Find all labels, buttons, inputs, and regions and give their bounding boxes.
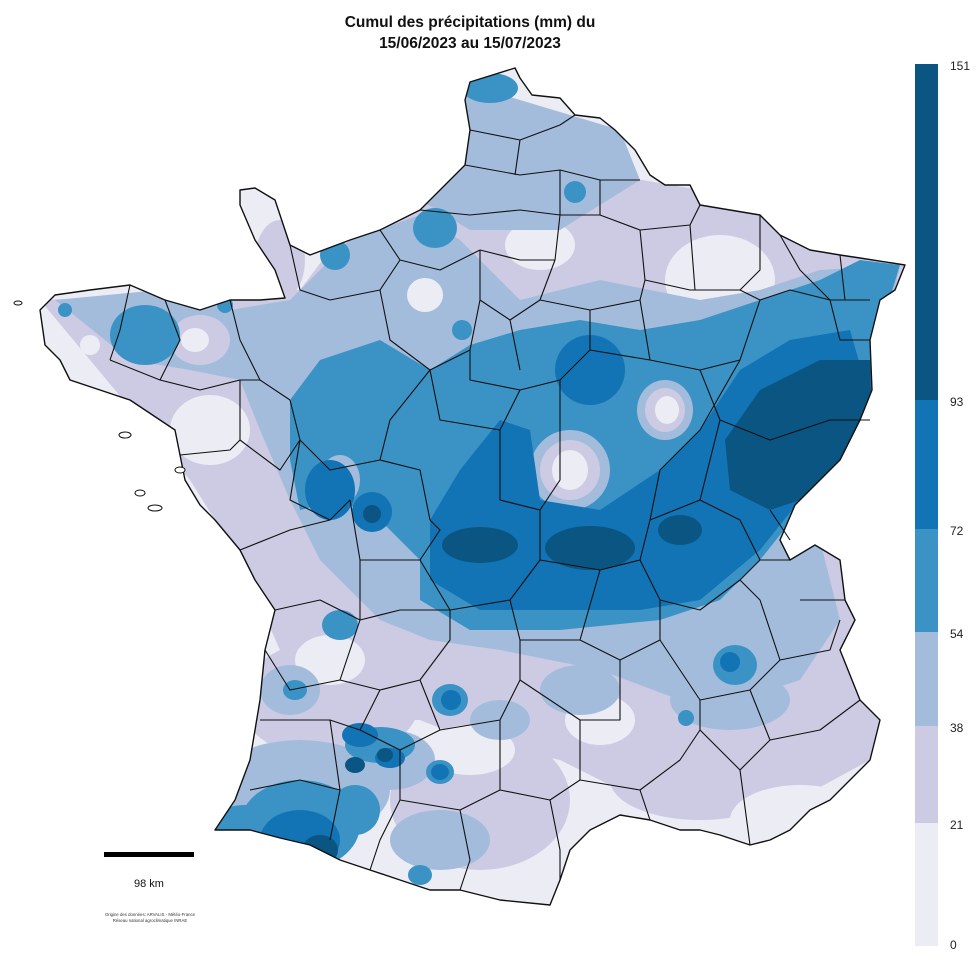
legend-class-38-54 (915, 632, 938, 726)
islands (13, 300, 186, 512)
source-line-1: Origine des données: ARVALIS - Météo-Fra… (104, 912, 196, 917)
scale-label: 98 km (134, 878, 164, 890)
legend-tick-38: 38 (950, 721, 964, 735)
scale-bar (104, 852, 194, 857)
contour-layer (40, 68, 905, 905)
map-title: Cumul des précipitations (mm) du 15/06/2… (0, 12, 940, 54)
color-legend (915, 64, 938, 946)
data-source: Origine des données: ARVALIS - Météo-Fra… (60, 912, 240, 924)
legend-tick-72: 72 (950, 524, 964, 538)
legend-tick-54: 54 (950, 627, 964, 641)
precipitation-map (13, 67, 906, 906)
department-borders (39, 67, 906, 906)
title-line-2: 15/06/2023 au 15/07/2023 (379, 35, 561, 52)
legend-class-72-93 (915, 400, 938, 529)
legend-tick-151: 151 (950, 59, 971, 73)
title-line-1: Cumul des précipitations (mm) du (344, 14, 596, 31)
legend-tick-93: 93 (950, 395, 964, 409)
legend-class-93-151 (915, 64, 938, 400)
source-line-2: Réseau national agroclimatique INRAE (112, 918, 188, 923)
legend-class-21-38 (915, 726, 938, 823)
legend-tick-0: 0 (950, 938, 957, 952)
legend-tick-21: 21 (950, 818, 964, 832)
legend-class-0-21 (915, 823, 938, 946)
legend-class-54-72 (915, 529, 938, 632)
